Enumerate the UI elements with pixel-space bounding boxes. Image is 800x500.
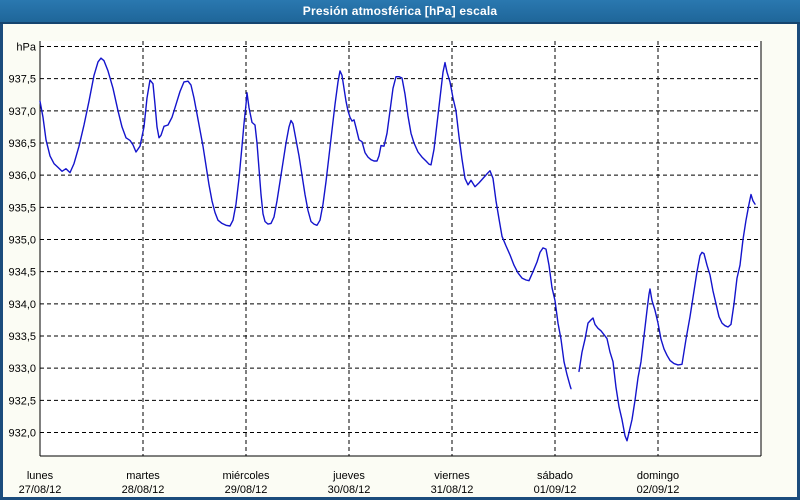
x-tick-date-label: 31/08/12 [431,484,474,496]
y-tick-label: 934,5 [8,267,36,279]
x-tick-day-label: lunes [27,470,54,482]
window-border-bottom [0,497,800,500]
window-border-left [0,24,3,500]
x-tick-day-label: domingo [637,470,679,482]
window-border-right [797,24,800,500]
y-tick-label: 933,0 [8,363,36,375]
pressure-line [39,57,572,390]
y-tick-label: 937,5 [8,74,36,86]
x-tick-day-label: jueves [332,470,365,482]
x-tick-date-label: 27/08/12 [19,484,62,496]
x-tick-day-label: martes [126,470,160,482]
pressure-line [578,193,756,442]
y-tick-label: 936,0 [8,170,36,182]
y-tick-label: 933,5 [8,331,36,343]
y-tick-label: 935,5 [8,202,36,214]
y-tick-label: 937,0 [8,106,36,118]
x-tick-day-label: viernes [434,470,470,482]
x-tick-date-label: 28/08/12 [122,484,165,496]
x-tick-date-label: 30/08/12 [328,484,371,496]
y-tick-label: 932,0 [8,427,36,439]
y-tick-label: 935,0 [8,234,36,246]
x-tick-date-label: 01/09/12 [534,484,577,496]
chart-title-bar: Presión atmosférica [hPa] escala [0,0,800,24]
y-tick-label: 934,0 [8,299,36,311]
y-tick-label: 936,5 [8,138,36,150]
y-tick-label: hPa [16,42,36,54]
plot-area [40,41,761,456]
y-tick-label: 932,5 [8,395,36,407]
x-tick-day-label: sábado [537,470,573,482]
x-tick-date-label: 02/09/12 [637,484,680,496]
chart-title: Presión atmosférica [hPa] escala [302,4,498,18]
x-tick-day-label: miércoles [222,470,270,482]
x-tick-date-label: 29/08/12 [225,484,268,496]
